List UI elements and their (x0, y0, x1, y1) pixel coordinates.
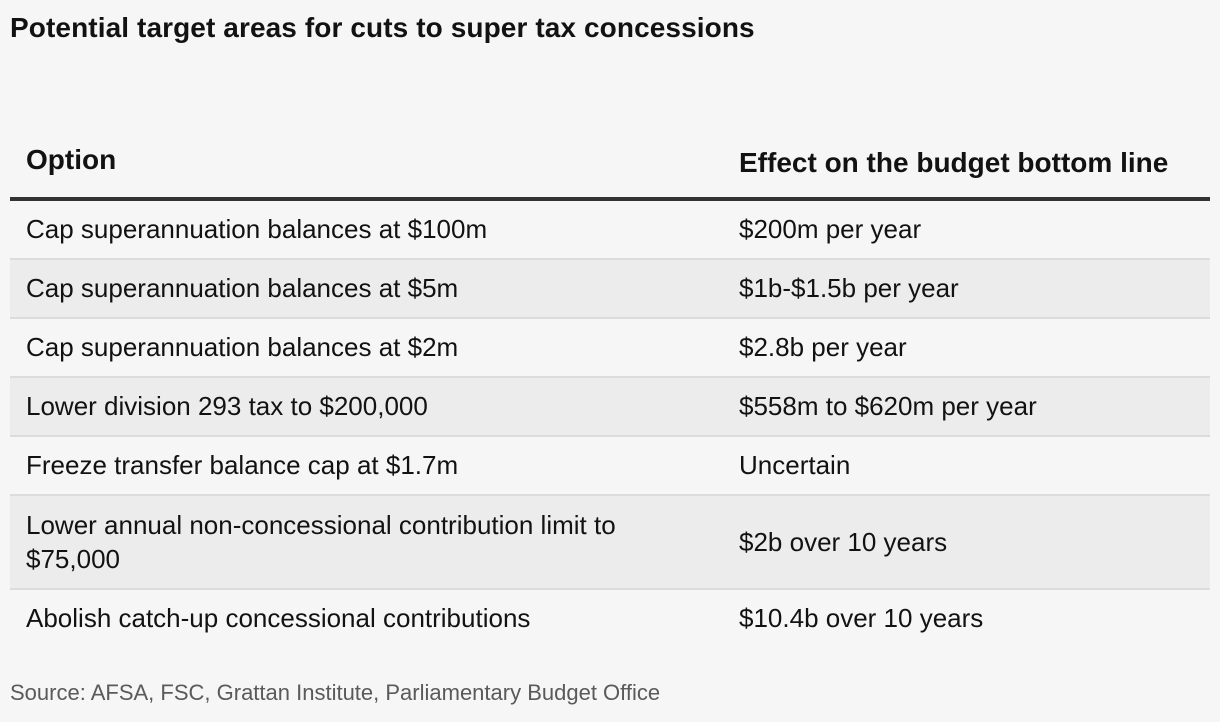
option-cell: Abolish catch-up concessional contributi… (10, 588, 723, 647)
column-header-effect: Effect on the budget bottom line (723, 104, 1210, 201)
option-cell: Cap superannuation balances at $5m (10, 258, 723, 318)
option-cell: Freeze transfer balance cap at $1.7m (10, 435, 723, 495)
effect-cell: $2b over 10 years (723, 494, 1210, 589)
table-row: Freeze transfer balance cap at $1.7m Unc… (10, 435, 1210, 495)
effect-cell: $558m to $620m per year (723, 376, 1210, 436)
table-row: Abolish catch-up concessional contributi… (10, 588, 1210, 647)
effect-cell: $200m per year (739, 214, 922, 244)
header-row: Option Effect on the budget bottom line (10, 104, 1210, 201)
effect-cell: Uncertain (723, 435, 1210, 495)
table-row: Cap superannuation balances at $5m $1b-$… (10, 258, 1210, 318)
page-title: Potential target areas for cuts to super… (10, 12, 755, 43)
data-table: Option Effect on the budget bottom line … (10, 104, 1210, 647)
effect-cell: $10.4b over 10 years (723, 588, 1210, 647)
option-cell: Lower annual non-concessional contributi… (10, 494, 723, 589)
column-header-option: Option (10, 104, 723, 201)
option-cell: Cap superannuation balances at $2m (10, 317, 723, 377)
table-row: Lower annual non-concessional contributi… (10, 494, 1210, 589)
source-note: Source: AFSA, FSC, Grattan Institute, Pa… (10, 680, 661, 705)
effect-cell: $2.8b per year (723, 317, 1210, 377)
effect-cell: $1b-$1.5b per year (723, 258, 1210, 318)
table-header: Option Effect on the budget bottom line (10, 104, 1210, 201)
option-cell: Cap superannuation balances at $100m (26, 214, 488, 244)
table-row: Cap superannuation balances at $2m $2.8b… (10, 317, 1210, 377)
table-row: Cap superannuation balances at $100m $20… (10, 199, 1210, 259)
option-cell: Lower division 293 tax to $200,000 (10, 376, 723, 436)
table-row: Lower division 293 tax to $200,000 $558m… (10, 376, 1210, 436)
table-body: Cap superannuation balances at $100m $20… (10, 199, 1210, 647)
